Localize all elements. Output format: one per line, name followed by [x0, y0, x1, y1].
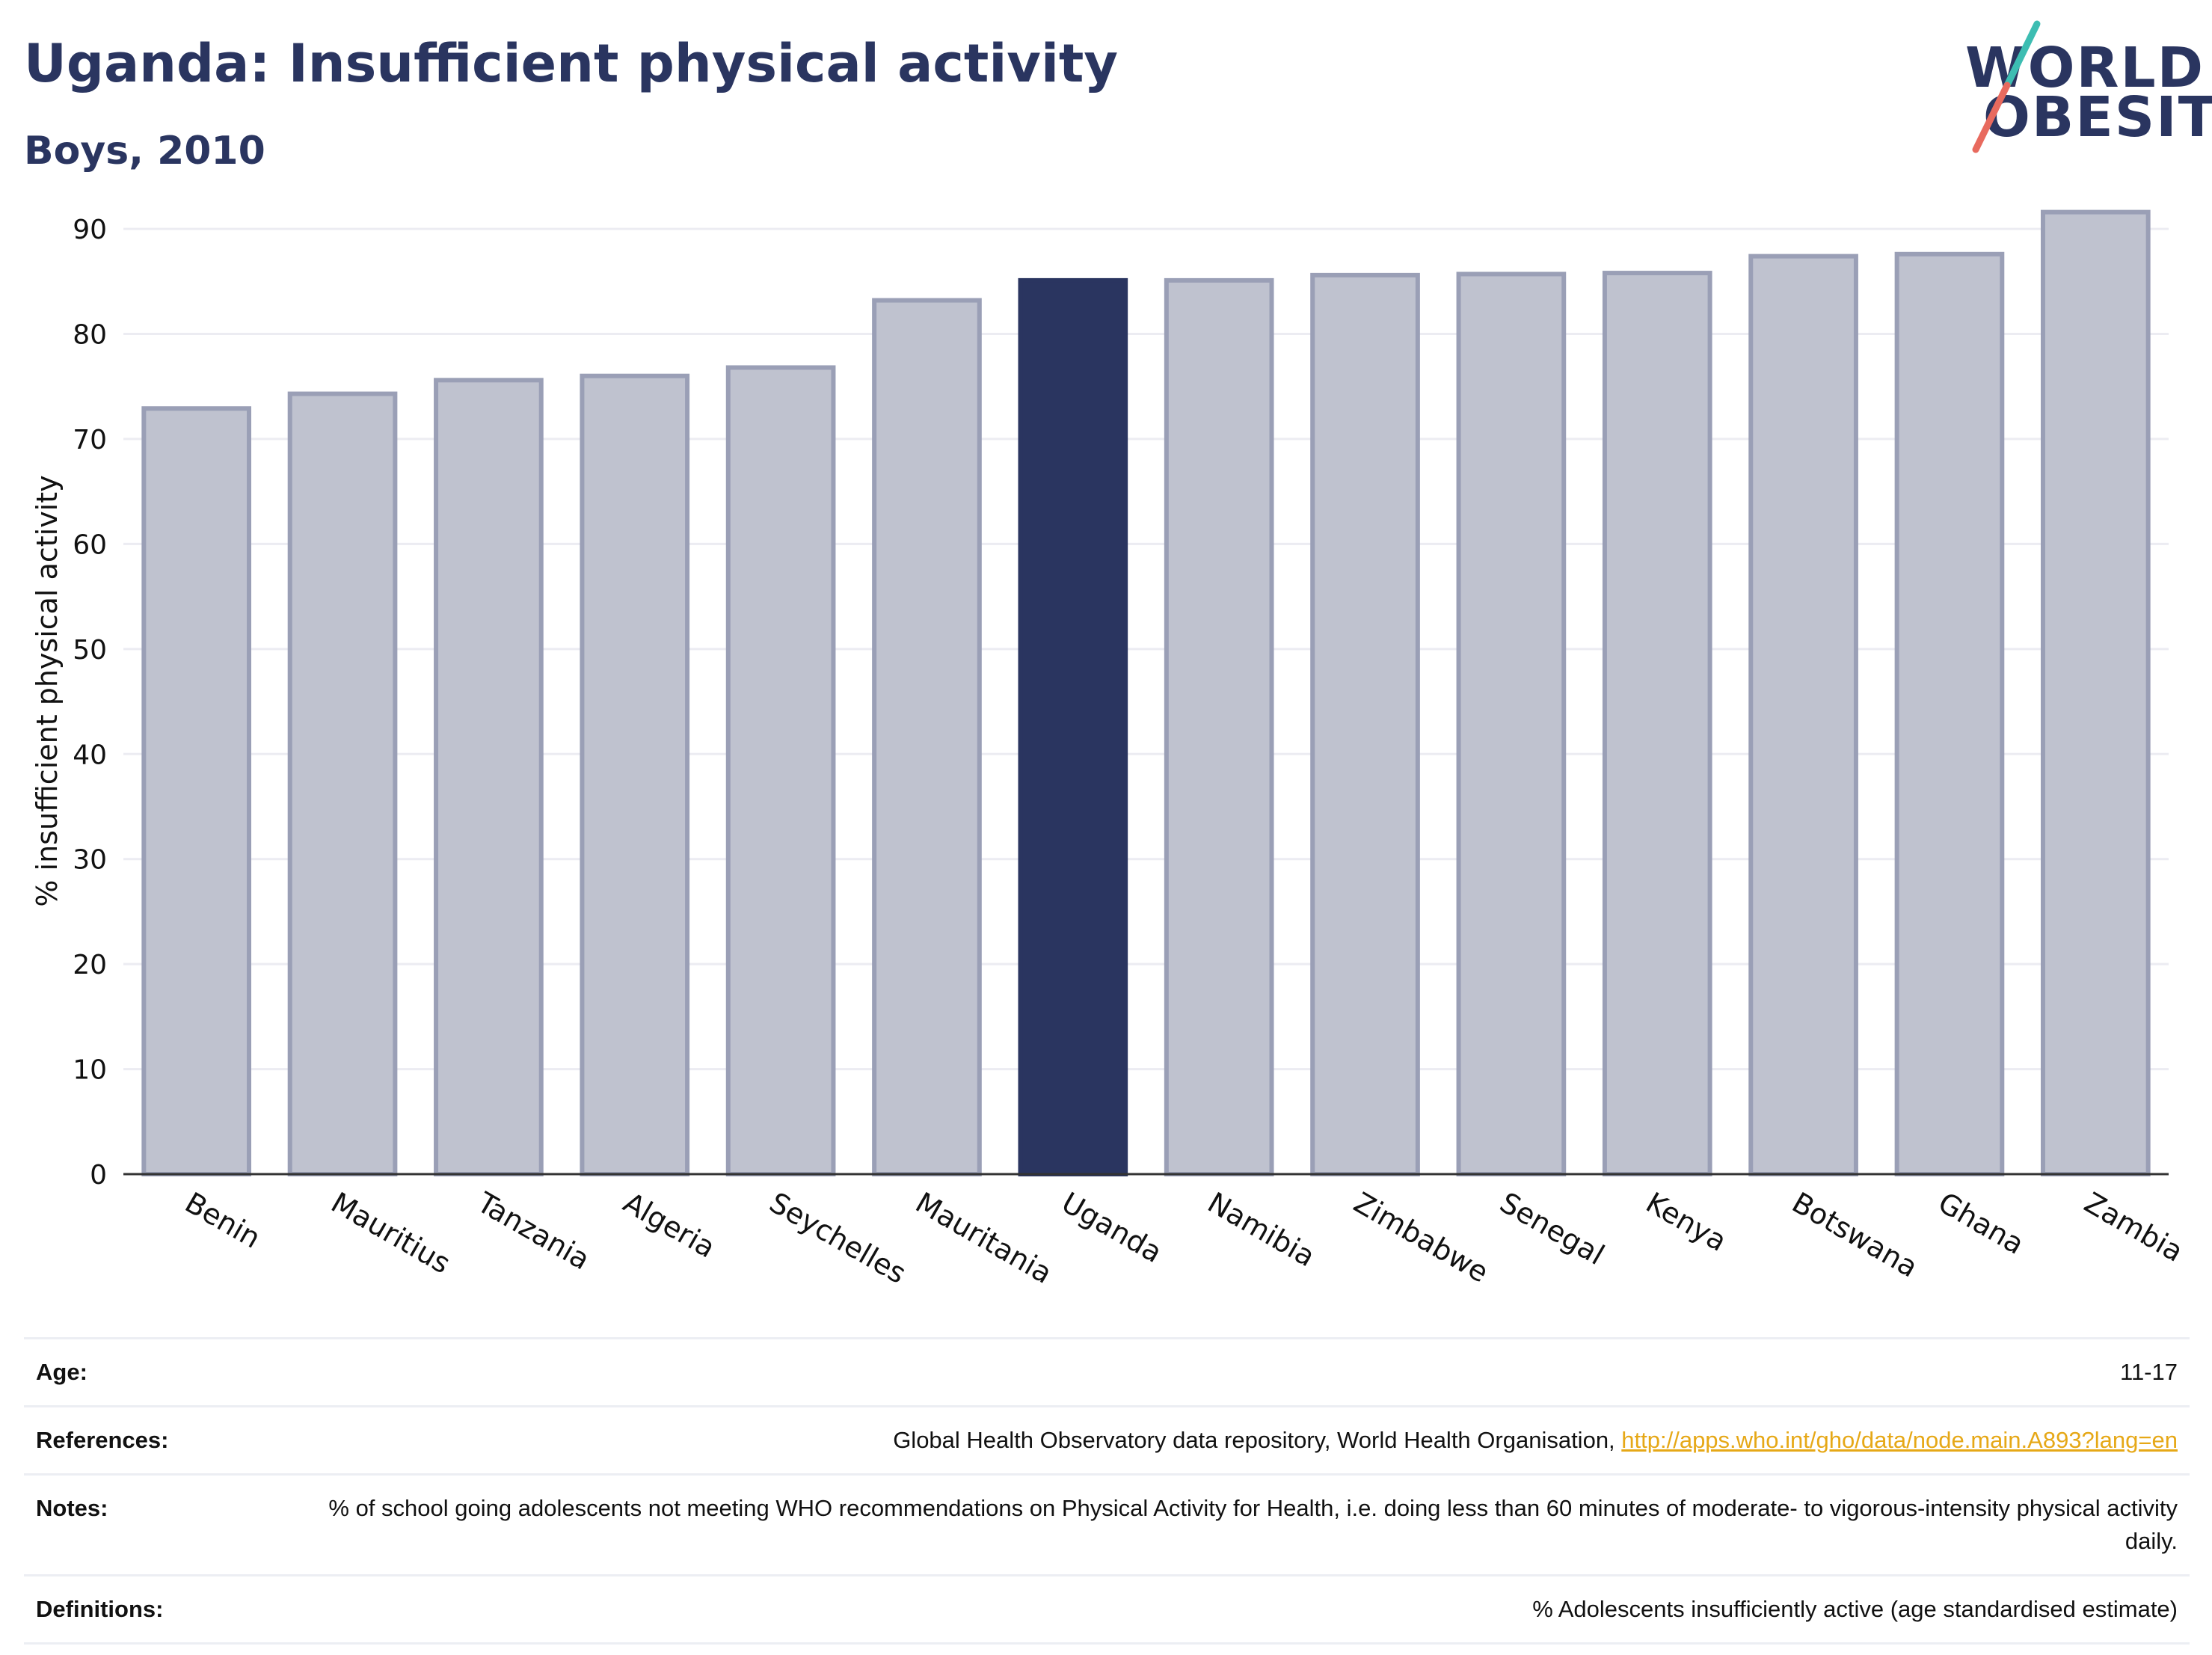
bar-kenya — [1602, 271, 1712, 1176]
chart-title: Uganda: Insufficient physical activity — [24, 33, 1119, 94]
meta-row-notes: Notes: % of school going adolescents not… — [24, 1473, 2190, 1574]
y-tick-label: 30 — [73, 845, 107, 876]
bar-namibia — [1164, 277, 1274, 1176]
x-tick-label: Botswana — [1787, 1186, 1923, 1284]
x-tick-label: Tanzania — [471, 1185, 595, 1276]
bar-botswana — [1748, 254, 1858, 1177]
y-tick-label: 80 — [73, 320, 107, 351]
references-link[interactable]: http://apps.who.int/gho/data/node.main.A… — [1621, 1427, 2178, 1453]
y-tick-label: 70 — [73, 425, 107, 455]
meta-row-references: References: Global Health Observatory da… — [24, 1405, 2190, 1473]
bar-zimbabwe — [1310, 272, 1420, 1176]
x-tick-label: Uganda — [1056, 1186, 1167, 1269]
y-axis-label: % insufficient physical activity — [31, 475, 64, 906]
y-tick-label: 10 — [73, 1055, 107, 1086]
x-tick-label: Seychelles — [764, 1186, 912, 1290]
meta-value-notes: % of school going adolescents not meetin… — [328, 1495, 2178, 1554]
x-tick-label: Namibia — [1202, 1186, 1321, 1274]
logo-slash-teal — [2003, 20, 2041, 89]
meta-value-age: 11-17 — [2120, 1359, 2178, 1385]
bar-benin — [141, 406, 252, 1177]
bar-tanzania — [434, 378, 544, 1177]
references-text: Global Health Observatory data repositor… — [893, 1427, 1622, 1453]
meta-label-references: References: — [36, 1427, 169, 1453]
logo-slash-coral — [1972, 82, 2011, 153]
x-tick-label: Mauritius — [326, 1186, 456, 1280]
world-obesity-logo[interactable]: WORLD OBESITY — [1944, 13, 2212, 163]
x-tick-label: Mauritania — [910, 1186, 1057, 1290]
y-tick-label: 90 — [73, 215, 107, 245]
metadata-table: Age: 11-17 References: Global Health Obs… — [24, 1337, 2190, 1645]
x-tick-label: Benin — [179, 1186, 266, 1255]
bar-seychelles — [725, 365, 836, 1177]
chart-subtitle: Boys, 2010 — [24, 129, 265, 174]
x-tick-label: Zambia — [2079, 1186, 2189, 1268]
meta-label-definitions: Definitions: — [36, 1596, 164, 1622]
x-tick-label: Algeria — [618, 1186, 721, 1265]
x-tick-label: Senegal — [1494, 1186, 1609, 1272]
logo-slash-icon — [1972, 20, 2041, 153]
y-tick-label: 40 — [73, 740, 107, 770]
x-tick-label: Ghana — [1932, 1186, 2030, 1261]
y-tick-label: 60 — [73, 529, 107, 560]
meta-row-age: Age: 11-17 — [24, 1337, 2190, 1405]
meta-row-definitions: Definitions: % Adolescents insufficientl… — [24, 1574, 2190, 1645]
logo-word-obesity: OBESITY — [1983, 85, 2212, 150]
y-tick-label: 0 — [90, 1160, 107, 1191]
bar-ghana — [1894, 251, 2005, 1177]
y-tick-label: 50 — [73, 635, 107, 666]
y-tick-label: 20 — [73, 950, 107, 980]
bar-senegal — [1456, 271, 1567, 1177]
meta-label-notes: Notes: — [36, 1495, 108, 1521]
bar-mauritius — [287, 391, 398, 1176]
x-tick-label: Kenya — [1641, 1186, 1733, 1258]
meta-value-definitions: % Adolescents insufficiently active (age… — [1532, 1596, 2178, 1622]
x-tick-label: Zimbabwe — [1348, 1186, 1494, 1289]
bar-zambia — [2040, 209, 2151, 1176]
bar-mauritania — [872, 298, 982, 1176]
bar-uganda — [1018, 277, 1128, 1176]
bar-algeria — [580, 373, 690, 1176]
meta-value-references: Global Health Observatory data repositor… — [893, 1424, 2178, 1457]
meta-label-age: Age: — [36, 1359, 87, 1385]
bar-chart: 0 10 20 30 40 50 60 70 80 90 % insufficient physic… — [31, 209, 2189, 1290]
